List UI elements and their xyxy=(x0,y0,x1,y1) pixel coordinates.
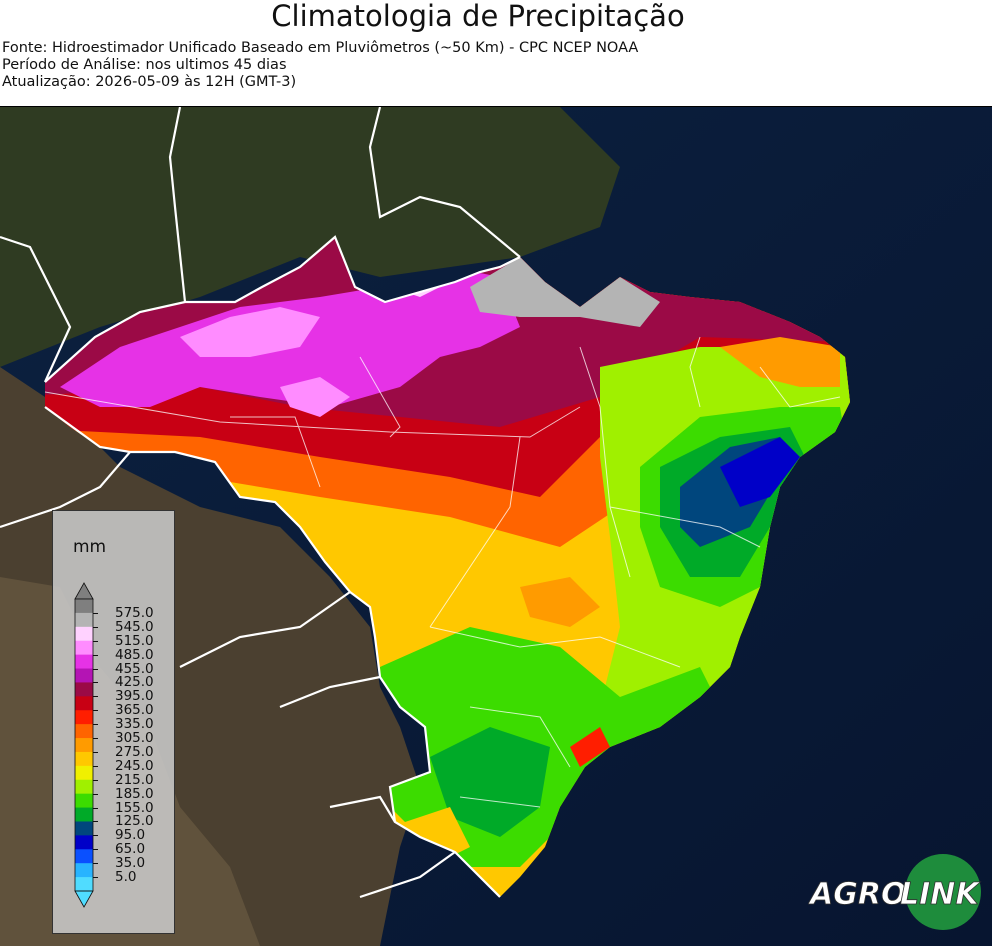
legend-colorbar xyxy=(74,582,94,908)
legend-tick-label: 365.0 xyxy=(115,702,154,719)
legend-tick-label: 575.0 xyxy=(115,604,154,621)
legend-tick-mark xyxy=(93,779,98,781)
legend-color-step xyxy=(75,710,93,725)
legend-color-step xyxy=(75,835,93,850)
legend-color-step xyxy=(75,738,93,753)
legend-color-step xyxy=(75,779,93,795)
legend-tick-label: 155.0 xyxy=(115,799,154,816)
legend-tick-mark xyxy=(93,751,98,753)
legend-tick-mark xyxy=(93,612,98,614)
legend-tick-mark xyxy=(93,668,98,670)
legend-color-step xyxy=(75,765,93,781)
legend-tick-mark xyxy=(93,849,98,851)
legend-tick-mark xyxy=(93,640,98,642)
legend-color-step xyxy=(75,654,93,670)
legend-tick-label: 215.0 xyxy=(115,771,154,788)
color-legend: mm 575.0 545.0 515.0 485.0 455.0 425.0 395.0 36… xyxy=(52,510,175,934)
legend-tick-label: 275.0 xyxy=(115,743,154,760)
legend-color-step xyxy=(75,807,93,822)
legend-tick-label: 305.0 xyxy=(115,730,154,747)
legend-tick-label: 185.0 xyxy=(115,785,154,802)
data-source-line: Fonte: Hidroestimador Unificado Baseado … xyxy=(2,40,639,56)
update-time-line: Atualização: 2026-05-09 às 12H (GMT-3) xyxy=(2,74,297,90)
legend-color-step xyxy=(75,640,93,656)
legend-tick-mark xyxy=(93,821,98,823)
legend-color-step xyxy=(75,793,93,809)
analysis-period-line: Período de Análise: nos ultimos 45 dias xyxy=(2,57,287,73)
legend-color-step xyxy=(75,751,93,767)
legend-tick-mark xyxy=(93,626,98,628)
legend-color-step xyxy=(75,877,93,892)
legend-color-step xyxy=(75,612,93,628)
legend-color-step xyxy=(75,821,93,836)
legend-tick-label: 395.0 xyxy=(115,688,154,705)
legend-tick-mark xyxy=(93,738,98,740)
legend-tick-mark xyxy=(93,863,98,865)
legend-color-step xyxy=(75,724,93,739)
legend-tick-mark xyxy=(93,807,98,809)
legend-color-step xyxy=(75,696,93,711)
state-boundaries xyxy=(44,336,841,808)
legend-tick-label: 245.0 xyxy=(115,757,154,774)
legend-tick-mark xyxy=(93,724,98,726)
legend-extend-top xyxy=(74,582,94,600)
legend-tick-label: 425.0 xyxy=(115,674,154,691)
legend-tick-mark xyxy=(93,835,98,837)
legend-color-step xyxy=(75,599,93,614)
legend-extend-bottom xyxy=(74,890,94,908)
legend-tick-mark xyxy=(93,696,98,698)
legend-tick-mark xyxy=(93,682,98,684)
legend-color-step xyxy=(75,668,93,683)
northern-land xyxy=(0,107,620,367)
chart-title: Climatologia de Precipitação xyxy=(271,0,685,33)
legend-tick-label: 335.0 xyxy=(115,716,154,733)
logo-circle xyxy=(905,854,981,930)
legend-unit-label: mm xyxy=(73,537,107,557)
legend-outline xyxy=(74,598,94,892)
legend-tick-label: 455.0 xyxy=(115,660,154,677)
legend-color-step xyxy=(75,682,93,697)
legend-tick-mark xyxy=(93,710,98,712)
legend-tick-label: 545.0 xyxy=(115,618,154,635)
legend-tick-mark xyxy=(93,793,98,795)
legend-color-step xyxy=(75,849,93,864)
legend-tick-label: 5.0 xyxy=(115,869,137,886)
logo-text-link: LINK xyxy=(900,877,981,912)
legend-tick-label: 515.0 xyxy=(115,632,154,649)
legend-tick-label: 65.0 xyxy=(115,841,146,858)
logo-text-agro: AGRO xyxy=(808,877,906,912)
legend-tick-label: 125.0 xyxy=(115,813,154,830)
legend-color-step xyxy=(75,626,93,642)
legend-tick-label: 35.0 xyxy=(115,855,146,872)
country-borders xyxy=(0,107,521,899)
legend-tick-mark xyxy=(93,654,98,656)
agrolink-logo: AGRO LINK xyxy=(808,854,982,930)
legend-tick-label: 95.0 xyxy=(115,827,146,844)
legend-tick-mark xyxy=(93,877,98,879)
legend-tick-label: 485.0 xyxy=(115,646,154,663)
legend-color-step xyxy=(75,863,93,878)
legend-tick-mark xyxy=(93,765,98,767)
